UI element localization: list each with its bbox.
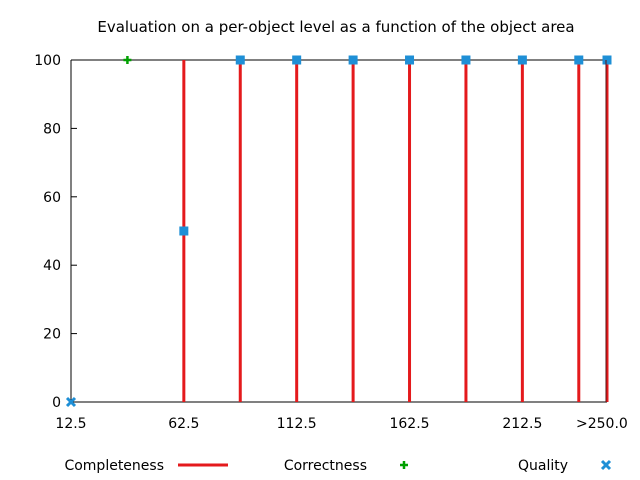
legend-item-completeness: Completeness (64, 458, 228, 474)
legend-label: Quality (518, 458, 568, 474)
quality-point (574, 55, 584, 65)
legend-label: Completeness (64, 458, 164, 474)
y-tick-label: 20 (43, 327, 61, 343)
y-tick-label: 80 (43, 121, 61, 137)
quality-point (65, 396, 77, 408)
legend-cross-sample (600, 459, 612, 471)
marks-layer (65, 55, 612, 408)
x-tick-label: 12.5 (55, 416, 86, 432)
axis-layer: 0 20 40 60 80 100 12.5 62.5 112.5 162.5 212.5 >250.… (34, 53, 628, 432)
series-correctness (123, 56, 132, 64)
quality-point (405, 55, 415, 65)
y-tick-label: 100 (34, 53, 61, 69)
quality-point (292, 55, 302, 65)
legend: Completeness Correctness Quality (64, 458, 612, 474)
x-tick-label: 162.5 (389, 416, 429, 432)
quality-point (179, 226, 189, 236)
legend-plus-sample (400, 461, 408, 469)
legend-item-correctness: Correctness (284, 458, 408, 474)
legend-label: Correctness (284, 458, 367, 474)
y-tick-label: 0 (52, 395, 61, 411)
x-tick-label: 62.5 (168, 416, 199, 432)
quality-point (348, 55, 358, 65)
legend-item-quality: Quality (518, 458, 612, 474)
quality-point (602, 55, 612, 65)
x-tick-label: >250.0 (576, 416, 628, 432)
series-completeness (182, 60, 609, 402)
quality-point (517, 55, 527, 65)
series-quality (65, 55, 612, 408)
y-tick-label: 60 (43, 190, 61, 206)
quality-point (235, 55, 245, 65)
y-tick-label: 40 (43, 258, 61, 274)
chart-title: Evaluation on a per-object level as a fu… (97, 18, 574, 36)
quality-point (461, 55, 471, 65)
correctness-point (123, 56, 132, 64)
x-tick-label: 112.5 (277, 416, 317, 432)
x-tick-label: 212.5 (502, 416, 542, 432)
